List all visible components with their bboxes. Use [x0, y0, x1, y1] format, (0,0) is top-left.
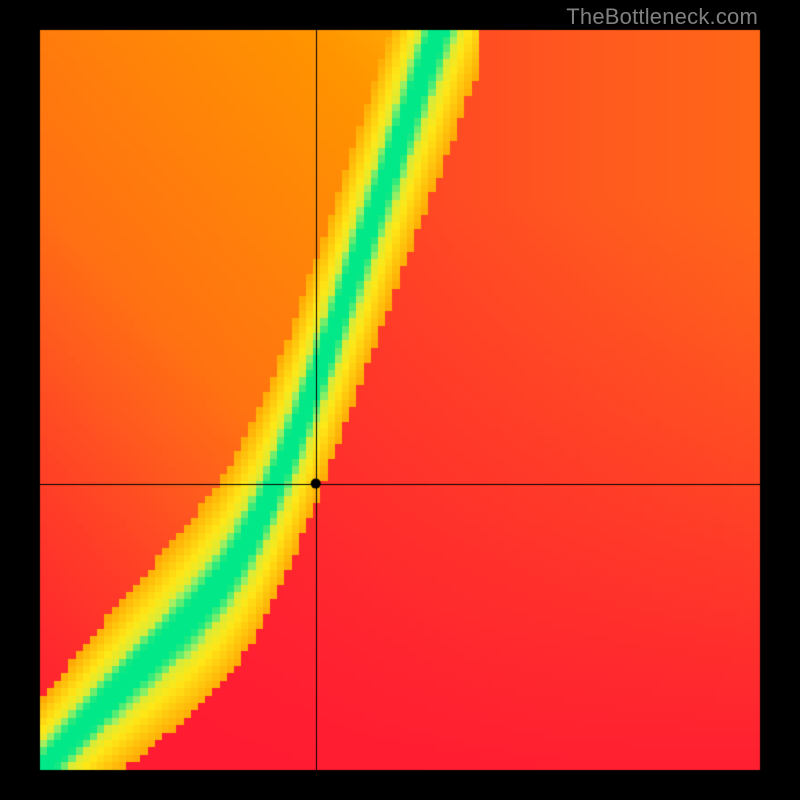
bottleneck-heatmap: [0, 0, 800, 800]
watermark-text: TheBottleneck.com: [566, 4, 758, 30]
